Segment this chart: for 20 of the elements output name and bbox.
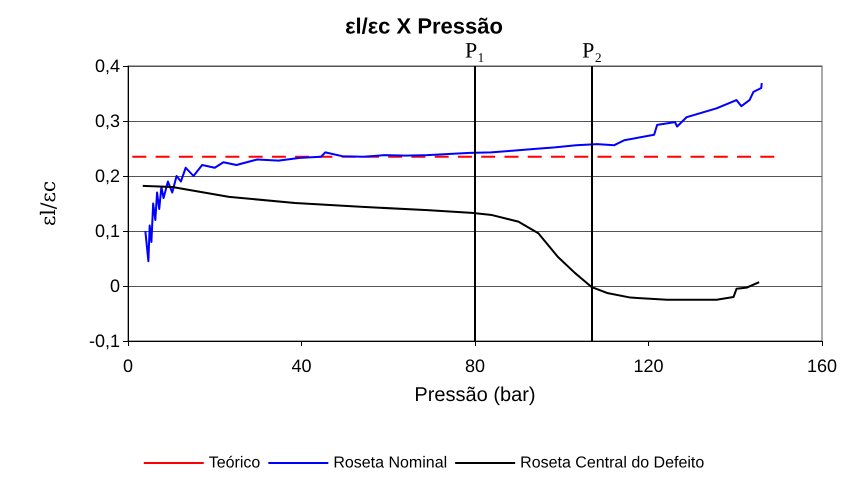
line-series	[144, 82, 763, 262]
legend-label: Roseta Nominal	[333, 454, 448, 472]
y-tick-label: 0,1	[94, 221, 120, 241]
x-tick-label: 0	[122, 356, 134, 376]
x-tick-label: 120	[633, 356, 664, 376]
chart-title: εl/εc X Pressão	[345, 14, 503, 38]
x-tick-label: 80	[464, 356, 486, 376]
x-tick-label: 160	[806, 356, 838, 376]
y-tick-label: -0,1	[88, 331, 120, 351]
y-tick-label: 0,4	[94, 56, 120, 76]
ref-line-label: P₂	[582, 38, 602, 62]
x-tick-label: 40	[291, 356, 312, 376]
ref-line-label: P₁	[465, 38, 485, 62]
y-tick-label: 0,3	[94, 111, 120, 131]
y-tick-label: 0	[110, 276, 120, 296]
y-tick-label: 0,2	[94, 166, 120, 186]
legend-label: Roseta Central do Defeito	[520, 454, 704, 472]
x-axis-title: Pressão (bar)	[414, 384, 536, 406]
y-axis-title: εl/εc	[36, 180, 60, 226]
legend-label: Teórico	[208, 454, 260, 472]
